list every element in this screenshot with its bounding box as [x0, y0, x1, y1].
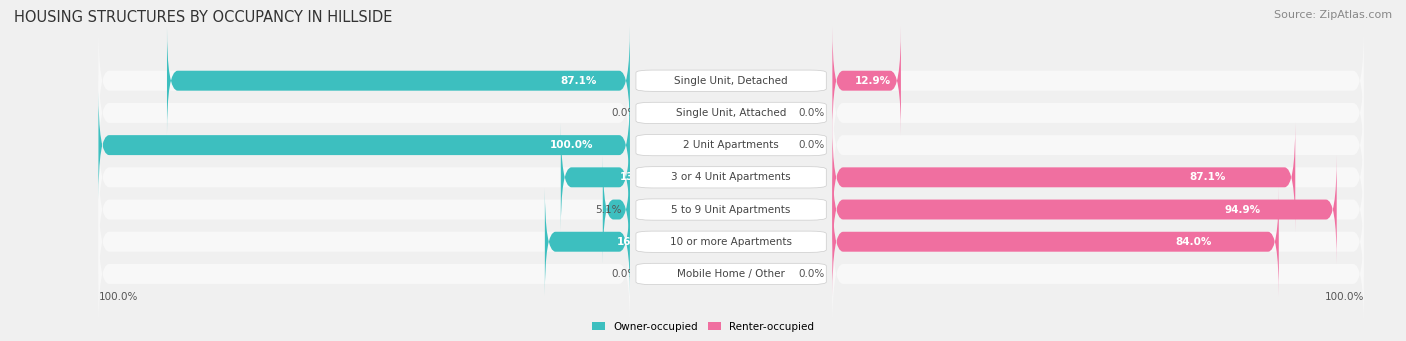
Legend: Owner-occupied, Renter-occupied: Owner-occupied, Renter-occupied: [588, 317, 818, 336]
Text: Source: ZipAtlas.com: Source: ZipAtlas.com: [1274, 10, 1392, 20]
FancyBboxPatch shape: [98, 91, 630, 199]
Text: 0.0%: 0.0%: [799, 140, 824, 150]
FancyBboxPatch shape: [98, 26, 630, 135]
Text: Single Unit, Detached: Single Unit, Detached: [675, 76, 787, 86]
FancyBboxPatch shape: [603, 155, 630, 264]
Text: 84.0%: 84.0%: [1175, 237, 1212, 247]
FancyBboxPatch shape: [98, 220, 630, 328]
FancyBboxPatch shape: [98, 123, 630, 232]
FancyBboxPatch shape: [561, 123, 630, 232]
Text: 0.0%: 0.0%: [799, 108, 824, 118]
Text: 100.0%: 100.0%: [550, 140, 593, 150]
Text: 87.1%: 87.1%: [1189, 172, 1226, 182]
FancyBboxPatch shape: [832, 123, 1295, 232]
Text: 13.0%: 13.0%: [620, 172, 655, 182]
Text: 0.0%: 0.0%: [612, 108, 638, 118]
FancyBboxPatch shape: [636, 134, 827, 156]
FancyBboxPatch shape: [832, 187, 1364, 296]
FancyBboxPatch shape: [98, 59, 630, 167]
Text: 0.0%: 0.0%: [799, 269, 824, 279]
Text: 10 or more Apartments: 10 or more Apartments: [671, 237, 792, 247]
FancyBboxPatch shape: [546, 187, 630, 296]
FancyBboxPatch shape: [98, 91, 630, 199]
Text: 100.0%: 100.0%: [98, 292, 138, 302]
FancyBboxPatch shape: [832, 220, 1364, 328]
Text: 12.9%: 12.9%: [855, 76, 890, 86]
FancyBboxPatch shape: [636, 102, 827, 123]
FancyBboxPatch shape: [832, 123, 1364, 232]
FancyBboxPatch shape: [98, 187, 630, 296]
FancyBboxPatch shape: [636, 167, 827, 188]
FancyBboxPatch shape: [832, 59, 1364, 167]
Text: 5.1%: 5.1%: [595, 205, 621, 214]
Text: 5 to 9 Unit Apartments: 5 to 9 Unit Apartments: [672, 205, 790, 214]
FancyBboxPatch shape: [832, 155, 1364, 264]
Text: 94.9%: 94.9%: [1225, 205, 1261, 214]
FancyBboxPatch shape: [167, 26, 630, 135]
FancyBboxPatch shape: [636, 199, 827, 220]
FancyBboxPatch shape: [832, 155, 1337, 264]
FancyBboxPatch shape: [832, 26, 901, 135]
Text: HOUSING STRUCTURES BY OCCUPANCY IN HILLSIDE: HOUSING STRUCTURES BY OCCUPANCY IN HILLS…: [14, 10, 392, 25]
FancyBboxPatch shape: [832, 187, 1279, 296]
FancyBboxPatch shape: [832, 26, 1364, 135]
Text: 100.0%: 100.0%: [1324, 292, 1364, 302]
Text: 87.1%: 87.1%: [561, 76, 596, 86]
FancyBboxPatch shape: [832, 91, 1364, 199]
Text: 2 Unit Apartments: 2 Unit Apartments: [683, 140, 779, 150]
Text: 0.0%: 0.0%: [612, 269, 638, 279]
FancyBboxPatch shape: [636, 70, 827, 91]
Text: 3 or 4 Unit Apartments: 3 or 4 Unit Apartments: [671, 172, 792, 182]
Text: Single Unit, Attached: Single Unit, Attached: [676, 108, 786, 118]
Text: 16.0%: 16.0%: [617, 237, 654, 247]
FancyBboxPatch shape: [98, 155, 630, 264]
FancyBboxPatch shape: [636, 263, 827, 284]
Text: Mobile Home / Other: Mobile Home / Other: [678, 269, 785, 279]
FancyBboxPatch shape: [636, 231, 827, 252]
